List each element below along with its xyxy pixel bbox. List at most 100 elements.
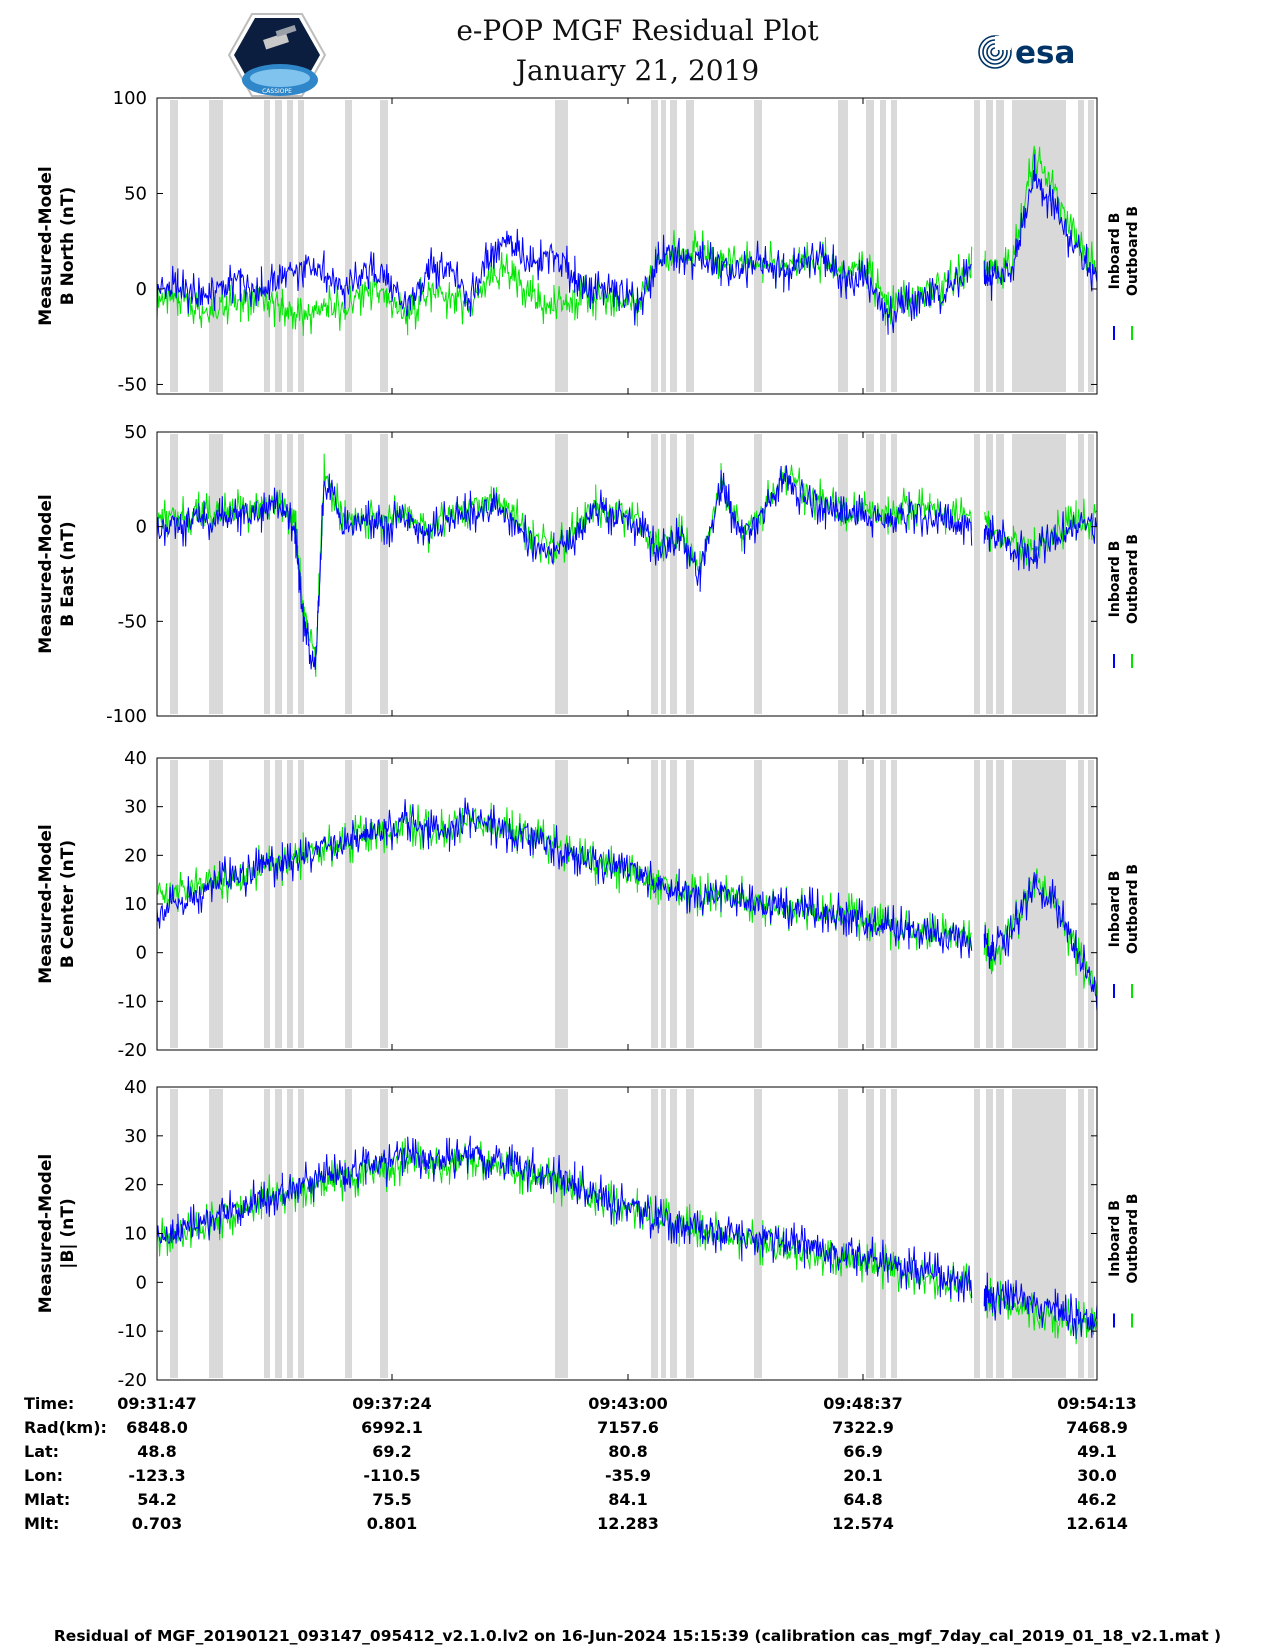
data-gap-band xyxy=(891,434,897,714)
ephemeris-cell: 66.9 xyxy=(843,1442,883,1461)
data-gap-band xyxy=(1078,100,1084,392)
y-tick-label: 40 xyxy=(124,1077,147,1098)
data-gap-band xyxy=(651,100,658,392)
data-gap-band xyxy=(1088,100,1094,392)
ephemeris-cell: 0.801 xyxy=(366,1514,418,1533)
series-line-inboard xyxy=(156,1135,1098,1340)
ephemeris-cell: 12.614 xyxy=(1066,1514,1128,1533)
ephemeris-cell: -110.5 xyxy=(363,1466,421,1485)
ephemeris-row: Rad(km): 6848.0 6992.1 7157.6 7322.9 7468.9 xyxy=(0,1418,1275,1442)
data-gap-band xyxy=(974,434,980,714)
data-gap-band xyxy=(866,760,874,1048)
data-gap-band xyxy=(891,1089,897,1378)
data-gap-band xyxy=(866,434,874,714)
y-tick-label: 20 xyxy=(124,845,147,866)
y-tick-label: -50 xyxy=(118,611,147,632)
data-gap-band xyxy=(880,1089,886,1378)
data-gap-band xyxy=(986,1089,993,1378)
data-gap-band xyxy=(380,1089,388,1378)
data-gap-band xyxy=(264,434,270,714)
data-gap-band xyxy=(891,760,897,1048)
data-gap-band xyxy=(345,1089,352,1378)
ephemeris-cell: 64.8 xyxy=(843,1490,883,1509)
y-axis-label-line: B Center (nT) xyxy=(58,840,78,968)
data-gap-band xyxy=(170,434,178,714)
data-gap-band xyxy=(264,100,270,392)
panel-1: -50 0 50 100 Measured-Model B North (nT) Inboa… xyxy=(36,88,1141,395)
data-gap-band xyxy=(380,760,388,1048)
data-gap-band xyxy=(380,434,388,714)
legend-label: Inboard B xyxy=(1107,213,1123,290)
y-axis-label: Measured-Model B East (nT) xyxy=(36,494,78,653)
y-axis-label-line: B North (nT) xyxy=(58,187,78,306)
data-gap-band xyxy=(661,760,666,1048)
data-gap-band xyxy=(891,100,897,392)
ephemeris-cell: 46.2 xyxy=(1077,1490,1117,1509)
data-gap-band xyxy=(651,434,658,714)
ephemeris-cell: 75.5 xyxy=(372,1490,412,1509)
ephemeris-cell: 7157.6 xyxy=(597,1418,659,1437)
y-axis-label-line: Measured-Model xyxy=(36,166,56,325)
data-gap-band xyxy=(170,100,178,392)
y-axis-label-line: B East (nT) xyxy=(58,521,78,626)
y-tick-label: -100 xyxy=(106,706,147,727)
legend-label: Outboard B xyxy=(1125,864,1141,954)
data-gap-band xyxy=(275,1089,282,1378)
y-tick-label: -10 xyxy=(118,991,147,1012)
ephemeris-cell: 12.574 xyxy=(832,1514,894,1533)
data-gap-band xyxy=(974,100,980,392)
ephemeris-row: Mlat: 54.2 75.5 84.1 64.8 46.2 xyxy=(0,1490,1275,1514)
ephemeris-cell: 54.2 xyxy=(137,1490,177,1509)
data-gap-band xyxy=(264,760,270,1048)
data-gap-band xyxy=(996,1089,1004,1378)
data-gap-band xyxy=(1088,434,1094,714)
ephemeris-row-label: Lat: xyxy=(24,1442,60,1461)
data-gap-band xyxy=(996,760,1004,1048)
data-gap-band xyxy=(298,434,304,714)
data-gap-band xyxy=(1078,760,1084,1048)
data-gap-band xyxy=(996,434,1004,714)
y-tick-label: 0 xyxy=(136,279,147,300)
ephemeris-cell: 09:31:47 xyxy=(117,1394,197,1413)
legend-label: Inboard B xyxy=(1107,871,1123,948)
data-gap-band xyxy=(996,100,1004,392)
y-axis-label-line: Measured-Model xyxy=(36,824,56,983)
data-gap-band xyxy=(555,1089,568,1378)
ephemeris-cell: 09:54:13 xyxy=(1057,1394,1137,1413)
data-gap-band xyxy=(1078,434,1084,714)
y-tick-label: 10 xyxy=(124,1224,147,1245)
series-line-inboard xyxy=(156,797,1098,1012)
panel-2: -100 -50 0 50 Measured-Model B East (nT) Inboa… xyxy=(36,422,1141,727)
y-tick-label: -20 xyxy=(118,1370,147,1391)
ephemeris-row: Lat: 48.8 69.2 80.8 66.9 49.1 xyxy=(0,1442,1275,1466)
data-gap-band xyxy=(974,760,980,1048)
ephemeris-cell: 6992.1 xyxy=(361,1418,423,1437)
ephemeris-cell: 80.8 xyxy=(608,1442,648,1461)
ephemeris-row-label: Mlt: xyxy=(24,1514,60,1533)
ephemeris-row: Lon: -123.3 -110.5 -35.9 20.1 30.0 xyxy=(0,1466,1275,1490)
data-gap-band xyxy=(986,100,993,392)
y-tick-label: 0 xyxy=(136,1272,147,1293)
data-gap-band xyxy=(670,434,677,714)
ephemeris-cell: 20.1 xyxy=(843,1466,883,1485)
data-gap-band xyxy=(880,100,886,392)
data-gap-band xyxy=(880,760,886,1048)
data-gap-band xyxy=(380,100,388,392)
data-gap-band xyxy=(986,760,993,1048)
panel-3: -20 -10 0 10 20 30 40 Measured-Model B Center (n… xyxy=(36,748,1141,1061)
data-gap-band xyxy=(838,100,848,392)
svg-text:CASSIOPE: CASSIOPE xyxy=(262,88,292,95)
esa-logo: esa xyxy=(978,35,1075,71)
data-gap-band xyxy=(754,1089,762,1378)
data-gap-band xyxy=(209,1089,216,1378)
cassiope-logo: CASSIOPE xyxy=(228,13,326,97)
ephemeris-cell: -123.3 xyxy=(128,1466,186,1485)
ephemeris-cell: 7468.9 xyxy=(1066,1418,1128,1437)
ephemeris-cell: 12.283 xyxy=(597,1514,659,1533)
data-gap-band xyxy=(838,760,848,1048)
ephemeris-row-label: Time: xyxy=(24,1394,75,1413)
data-gap-band xyxy=(298,100,304,392)
data-gap-band xyxy=(216,434,223,714)
footer-caption: Residual of MGF_20190121_093147_095412_v… xyxy=(53,1627,1222,1645)
